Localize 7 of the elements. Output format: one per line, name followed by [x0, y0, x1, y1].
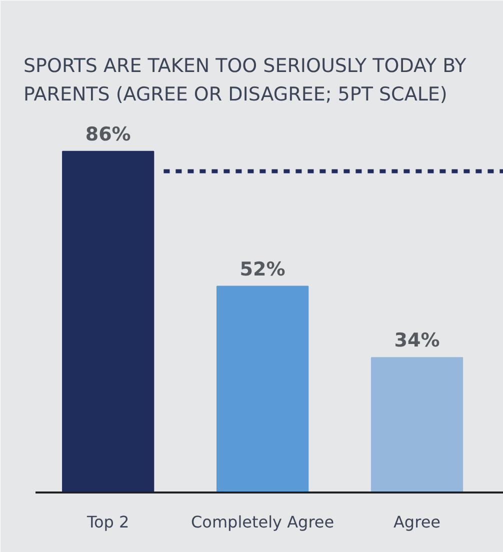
- data-label: 86%: [85, 123, 131, 146]
- chart-title: SPORTS ARE TAKEN TOO SERIOUSLY TODAY BY PARENTS (AGREE OR DISAGREE; 5PT SCALE): [24, 54, 467, 106]
- x-tick-label: Agree: [393, 512, 441, 532]
- data-label: 34%: [394, 330, 440, 352]
- data-label: 52%: [240, 258, 286, 280]
- x-tick-label: Top 2: [86, 512, 130, 532]
- x-tick-label: Completely Agree: [190, 512, 334, 532]
